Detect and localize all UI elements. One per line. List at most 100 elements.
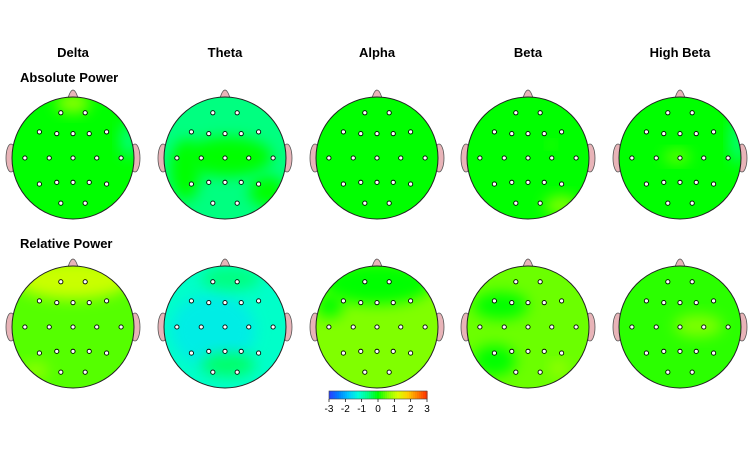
electrode-pz [525,179,531,185]
colorbar-segment [417,391,420,399]
electrode-c3 [501,324,507,330]
electrode-cz [677,155,683,161]
head-outline [618,265,742,389]
electrode-t4 [725,324,731,330]
colorbar-segment [333,391,336,399]
electrode-o2 [234,369,240,375]
electrode-fz [677,131,683,137]
colorbar-segment [399,391,402,399]
electrode-c4 [701,324,707,330]
electrode-cz [70,155,76,161]
electrode-f3 [358,300,364,306]
electrode-o1 [210,200,216,206]
electrode-t4 [422,324,428,330]
electrode-pz [525,348,531,354]
colorbar-segment [371,391,374,399]
head-outline [466,265,590,389]
electrode-p3 [54,179,60,185]
electrode-c4 [94,155,100,161]
electrode-f3 [661,131,667,137]
electrode-fp1 [58,279,64,285]
electrode-o1 [513,369,519,375]
row-header-absolute-power: Absolute Power [20,70,118,85]
colorbar-segment [351,391,354,399]
electrode-fp1 [362,110,368,116]
electrode-p4 [693,348,699,354]
topomap-grid [5,89,748,389]
topomap-relative-power-alpha [309,258,445,389]
electrode-f4 [693,131,699,137]
electrode-fz [677,300,683,306]
colorbar-segment [421,391,424,399]
electrode-p4 [390,348,396,354]
electrode-f8 [256,129,262,135]
electrode-cz [222,324,228,330]
electrode-o1 [210,369,216,375]
electrode-f7 [36,298,42,304]
electrode-t6 [256,181,262,187]
electrode-fp2 [386,279,392,285]
electrode-t3 [629,324,635,330]
power-region [184,137,272,177]
colorbar-segment [385,391,388,399]
electrode-o2 [386,369,392,375]
electrode-f3 [206,131,212,137]
electrode-o1 [513,200,519,206]
electrode-f7 [188,129,194,135]
electrode-t6 [104,181,110,187]
electrode-f4 [238,131,244,137]
head-outline [163,96,287,220]
colorbar-segment [415,391,418,399]
electrode-f3 [509,131,515,137]
electrode-t5 [340,350,346,356]
colorbar-segment [401,391,404,399]
electrode-c4 [549,324,555,330]
electrode-c4 [549,155,555,161]
electrode-c3 [653,155,659,161]
colorbar-tick-label: 2 [408,404,414,415]
colorbar-segment [353,391,356,399]
electrode-f3 [509,300,515,306]
electrode-t5 [340,181,346,187]
electrode-f8 [408,298,414,304]
topomap-absolute-power-alpha [309,89,445,220]
colorbar-tick-label: 3 [424,404,430,415]
electrode-cz [222,155,228,161]
electrode-fp1 [513,279,519,285]
electrode-fp1 [210,279,216,285]
colorbar-segment [407,391,410,399]
electrode-fz [222,131,228,137]
colorbar-segment [403,391,406,399]
electrode-p3 [206,348,212,354]
electrode-fp1 [513,110,519,116]
electrode-f8 [104,129,110,135]
electrode-f7 [188,298,194,304]
electrode-o2 [386,200,392,206]
colorbar-segment [377,391,380,399]
colorbar-segment [367,391,370,399]
electrode-f8 [104,298,110,304]
colorbar-segment [425,391,428,399]
electrode-t3 [326,155,332,161]
topomap-absolute-power-beta [460,89,596,220]
electrode-t3 [477,155,483,161]
electrode-p3 [358,348,364,354]
band-header-beta: Beta [514,45,543,60]
colorbar-segment [393,391,396,399]
colorbar-segment [329,391,332,399]
power-region [547,141,555,148]
electrode-p4 [86,348,92,354]
colorbar-segment [395,391,398,399]
colorbar-tick-label: -1 [357,404,366,415]
colorbar-segment [361,391,364,399]
electrode-fp2 [689,279,695,285]
power-region [473,292,528,320]
electrode-fz [222,300,228,306]
electrode-f4 [86,131,92,137]
colorbar-segment [335,391,338,399]
electrode-c4 [246,155,252,161]
electrode-f3 [358,131,364,137]
power-region [551,362,566,375]
electrode-t6 [559,350,565,356]
head-outline [11,96,135,220]
